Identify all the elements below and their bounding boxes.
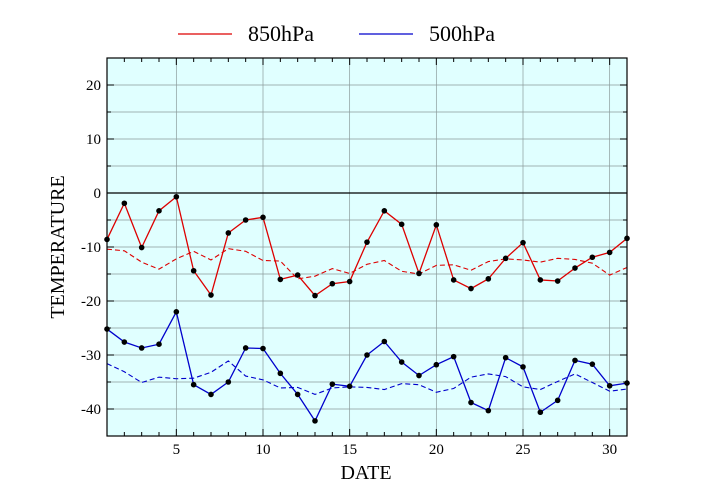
data-point-500hpa [294, 391, 301, 398]
y-tick-label: 0 [94, 186, 102, 202]
data-point-850hpa [190, 267, 197, 274]
data-point-500hpa [468, 399, 474, 406]
data-point-850hpa [520, 239, 526, 246]
x-tick-label: 15 [342, 442, 357, 458]
x-tick-label: 25 [516, 442, 531, 458]
data-point-500hpa [606, 382, 613, 389]
data-point-850hpa [606, 249, 613, 256]
data-point-500hpa [364, 352, 370, 358]
data-point-850hpa [173, 193, 180, 200]
series-reference-line-850hpa [106, 248, 628, 280]
data-point-850hpa [381, 208, 388, 214]
data-point-850hpa [554, 278, 561, 284]
data-point-500hpa [208, 391, 214, 398]
data-point-500hpa [433, 361, 440, 368]
x-tick-label: 30 [602, 442, 617, 458]
legend-label-500hpa: 500hPa [429, 21, 495, 46]
data-point-500hpa [329, 381, 336, 387]
data-point-850hpa [485, 276, 492, 282]
data-point-850hpa [589, 254, 596, 261]
y-tick-label: -30 [81, 348, 101, 364]
data-point-500hpa [537, 409, 544, 416]
data-point-500hpa [589, 361, 596, 367]
legend-label-850hpa: 850hPa [248, 21, 314, 46]
data-point-850hpa [138, 244, 145, 251]
data-point-500hpa [121, 339, 128, 345]
data-point-500hpa [225, 379, 232, 385]
y-tick-label: 10 [86, 132, 101, 148]
data-point-500hpa [242, 345, 249, 351]
data-point-500hpa [572, 357, 578, 364]
data-point-850hpa [572, 265, 578, 271]
x-tick-label: 20 [429, 442, 444, 458]
data-point-850hpa [468, 285, 474, 292]
data-point-850hpa [225, 230, 232, 236]
data-point-500hpa [381, 338, 388, 345]
data-point-500hpa [520, 364, 526, 370]
data-point-850hpa [208, 292, 214, 298]
data-point-500hpa [416, 372, 422, 379]
x-axis-title: DATE [340, 462, 391, 484]
series-reference-line-500hpa [106, 360, 628, 396]
axis-ticks: 5 10 15 20 25 30 -40 -30 -20 -10 0 10 20 [81, 57, 628, 458]
data-point-500hpa [190, 381, 197, 388]
data-point-850hpa [312, 292, 318, 299]
series-layer [104, 193, 630, 424]
y-axis-title: TEMPERATURE [47, 175, 69, 318]
data-point-850hpa [416, 270, 422, 277]
data-point-850hpa [156, 208, 162, 214]
data-point-850hpa [329, 280, 336, 287]
data-point-500hpa [485, 407, 492, 414]
data-point-850hpa [537, 277, 544, 283]
y-tick-label: 20 [86, 78, 101, 94]
data-point-850hpa [121, 200, 128, 207]
data-point-850hpa [346, 278, 353, 285]
y-tick-label: -40 [81, 402, 101, 418]
y-tick-label: -20 [81, 294, 101, 310]
data-point-500hpa [156, 341, 162, 348]
data-point-500hpa [138, 345, 145, 351]
data-point-500hpa [260, 345, 266, 352]
data-point-850hpa [277, 276, 284, 283]
x-tick-label: 5 [173, 442, 181, 458]
data-point-850hpa [450, 277, 457, 283]
y-tick-label: -10 [81, 240, 101, 256]
data-point-500hpa [502, 354, 509, 361]
data-point-850hpa [433, 222, 440, 228]
legend: 850hPa 500hPa [178, 21, 495, 46]
data-point-850hpa [260, 214, 266, 221]
data-point-500hpa [346, 383, 353, 390]
data-point-850hpa [242, 217, 249, 223]
data-point-500hpa [173, 309, 180, 315]
data-point-850hpa [364, 239, 370, 245]
data-point-500hpa [450, 353, 457, 360]
data-point-850hpa [398, 221, 405, 228]
data-point-850hpa [502, 255, 509, 262]
data-point-850hpa [294, 272, 301, 278]
data-point-500hpa [277, 370, 284, 377]
data-point-500hpa [398, 359, 405, 365]
data-point-500hpa [554, 397, 561, 404]
data-point-500hpa [312, 418, 318, 424]
x-tick-label: 10 [256, 442, 271, 458]
